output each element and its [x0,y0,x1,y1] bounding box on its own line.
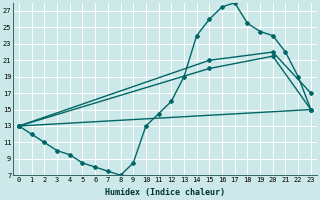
X-axis label: Humidex (Indice chaleur): Humidex (Indice chaleur) [105,188,225,197]
